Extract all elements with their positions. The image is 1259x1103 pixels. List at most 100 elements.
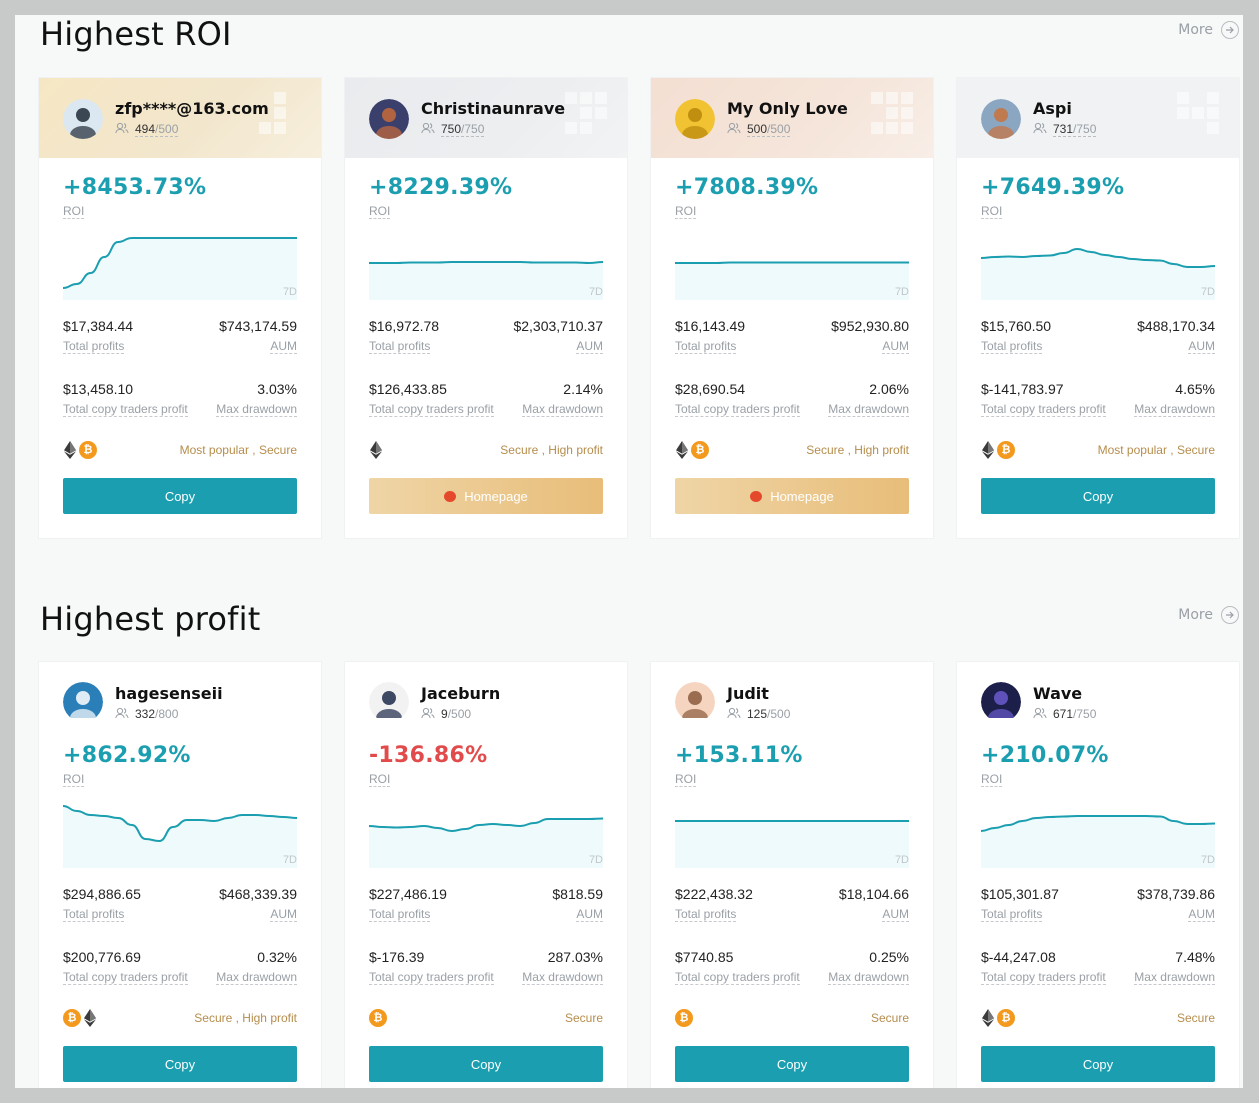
card-body: +862.92% ROI 7D $294,886.65 Total profits $4… bbox=[39, 743, 321, 1088]
avatar[interactable] bbox=[981, 682, 1021, 718]
avatar[interactable] bbox=[63, 99, 103, 139]
tomato-icon bbox=[750, 490, 763, 502]
max-drawdown-value: 287.03% bbox=[547, 949, 603, 965]
ethereum-icon bbox=[981, 441, 995, 459]
coin-list: ₿ bbox=[675, 441, 709, 459]
users-icon bbox=[1033, 122, 1047, 137]
max-drawdown-value: 0.32% bbox=[257, 949, 297, 965]
trader-card[interactable]: Aspi 731/750 +7649.39% ROI 7D $15,760.50 Tota… bbox=[957, 78, 1239, 538]
ethereum-icon bbox=[981, 1009, 995, 1027]
total-profits-label: Total profits bbox=[981, 339, 1043, 354]
homepage-button[interactable]: Homepage bbox=[675, 478, 909, 514]
followers-cap: /750 bbox=[461, 122, 485, 136]
roi-value: +8453.73% bbox=[63, 175, 207, 200]
avatar[interactable] bbox=[369, 99, 409, 139]
button-label: Copy bbox=[1082, 488, 1114, 504]
period-label: 7D bbox=[894, 286, 909, 298]
roi-value: +7649.39% bbox=[981, 175, 1125, 200]
coin-list: ₿ bbox=[981, 1009, 1015, 1027]
aum-label: AUM bbox=[1188, 907, 1215, 922]
max-drawdown-value: 3.03% bbox=[257, 381, 297, 397]
avatar[interactable] bbox=[675, 682, 715, 718]
trader-name[interactable]: Judit bbox=[727, 684, 769, 703]
roi-value: +153.11% bbox=[675, 743, 803, 768]
roi-value: +7808.39% bbox=[675, 175, 819, 200]
copy-button[interactable]: Copy bbox=[675, 1046, 909, 1082]
aum-value: $743,174.59 bbox=[219, 318, 297, 334]
tags-row: ₿ Most popular , Secure bbox=[981, 440, 1215, 460]
users-icon bbox=[727, 122, 741, 137]
copy-profit-value: $126,433.85 bbox=[369, 381, 447, 397]
copy-button[interactable]: Copy bbox=[981, 1046, 1215, 1082]
trader-card[interactable]: hagesenseii 332/800 +862.92% ROI 7D $294,886… bbox=[39, 662, 321, 1088]
trader-card[interactable]: Wave 671/750 +210.07% ROI 7D $105,301.87 Tota… bbox=[957, 662, 1239, 1088]
total-profits-value: $294,886.65 bbox=[63, 886, 141, 902]
copy-profit-label: Total copy traders profit bbox=[369, 970, 494, 985]
rank-badge-icon bbox=[871, 92, 915, 136]
copy-button[interactable]: Copy bbox=[63, 478, 297, 514]
followers-cap: /750 bbox=[1073, 122, 1097, 136]
more-link[interactable]: More bbox=[1178, 21, 1239, 39]
aum-value: $18,104.66 bbox=[838, 886, 909, 902]
roi-sparkline: 7D bbox=[981, 792, 1215, 868]
trader-card[interactable]: Jaceburn 9/500 -136.86% ROI 7D $227,486.19 To… bbox=[345, 662, 627, 1088]
copy-button[interactable]: Copy bbox=[369, 1046, 603, 1082]
avatar[interactable] bbox=[63, 682, 103, 718]
trader-name[interactable]: zfp****@163.com bbox=[115, 99, 269, 118]
followers-current: 125 bbox=[747, 707, 768, 718]
bitcoin-icon: ₿ bbox=[675, 1009, 693, 1027]
max-drawdown-label: Max drawdown bbox=[828, 402, 909, 417]
coin-list: ₿ bbox=[369, 1009, 387, 1027]
users-icon bbox=[1033, 707, 1047, 718]
period-label: 7D bbox=[1200, 854, 1215, 866]
copy-profit-value: $-141,783.97 bbox=[981, 381, 1064, 397]
avatar[interactable] bbox=[675, 99, 715, 139]
trader-name[interactable]: Wave bbox=[1033, 684, 1083, 703]
stats-row-2: $28,690.54 Total copy traders profit 2.06%… bbox=[675, 381, 909, 418]
sparkline-line bbox=[63, 237, 297, 289]
followers-current: 750 bbox=[441, 122, 462, 136]
trader-card[interactable]: My Only Love 500/500 +7808.39% ROI 7D $16,14… bbox=[651, 78, 933, 538]
users-icon bbox=[115, 122, 129, 137]
followers-cap: /750 bbox=[1073, 707, 1097, 718]
avatar[interactable] bbox=[981, 99, 1021, 139]
avatar[interactable] bbox=[369, 682, 409, 718]
roi-label: ROI bbox=[63, 772, 85, 787]
trader-name[interactable]: Jaceburn bbox=[421, 684, 501, 703]
homepage-button[interactable]: Homepage bbox=[369, 478, 603, 514]
followers-current: 332 bbox=[135, 707, 156, 718]
roi-label: ROI bbox=[675, 204, 697, 219]
sparkline-area bbox=[981, 249, 1215, 300]
roi-sparkline: 7D bbox=[675, 224, 909, 300]
trader-name[interactable]: My Only Love bbox=[727, 99, 848, 118]
trader-card[interactable]: zfp****@163.com 494/500 +8453.73% ROI 7D $17… bbox=[39, 78, 321, 538]
followers-count: 750/750 bbox=[421, 122, 485, 137]
copy-profit-label: Total copy traders profit bbox=[981, 970, 1106, 985]
copy-profit-value: $200,776.69 bbox=[63, 949, 141, 965]
tags-row: ₿ Secure , High profit bbox=[63, 1008, 297, 1028]
bitcoin-icon: ₿ bbox=[997, 1009, 1015, 1027]
trader-card[interactable]: Christinaunrave 750/750 +8229.39% ROI 7D $16… bbox=[345, 78, 627, 538]
coin-list: ₿ bbox=[63, 441, 97, 459]
copy-button[interactable]: Copy bbox=[981, 478, 1215, 514]
roi-value: -136.86% bbox=[369, 743, 488, 768]
trader-name[interactable]: hagesenseii bbox=[115, 684, 223, 703]
tags-row: ₿ Secure bbox=[369, 1008, 603, 1028]
followers-count: 500/500 bbox=[727, 122, 791, 137]
coin-list: ₿ bbox=[675, 1009, 693, 1027]
copy-profit-label: Total copy traders profit bbox=[675, 402, 800, 417]
sparkline-line bbox=[675, 261, 909, 264]
max-drawdown-label: Max drawdown bbox=[522, 402, 603, 417]
copy-profit-value: $-44,247.08 bbox=[981, 949, 1056, 965]
trader-name[interactable]: Aspi bbox=[1033, 99, 1072, 118]
trader-name[interactable]: Christinaunrave bbox=[421, 99, 566, 118]
stats-row-1: $16,972.78 Total profits $2,303,710.37 AUM bbox=[369, 318, 603, 355]
followers-value: 671/750 bbox=[1053, 707, 1096, 718]
roi-sparkline: 7D bbox=[675, 792, 909, 868]
arrow-right-icon bbox=[1221, 21, 1239, 39]
trader-card[interactable]: Judit 125/500 +153.11% ROI 7D $222,438.32 Tot… bbox=[651, 662, 933, 1088]
copy-button[interactable]: Copy bbox=[63, 1046, 297, 1082]
followers-current: 494 bbox=[135, 122, 156, 136]
roi-value: +210.07% bbox=[981, 743, 1109, 768]
more-link[interactable]: More bbox=[1178, 606, 1239, 624]
